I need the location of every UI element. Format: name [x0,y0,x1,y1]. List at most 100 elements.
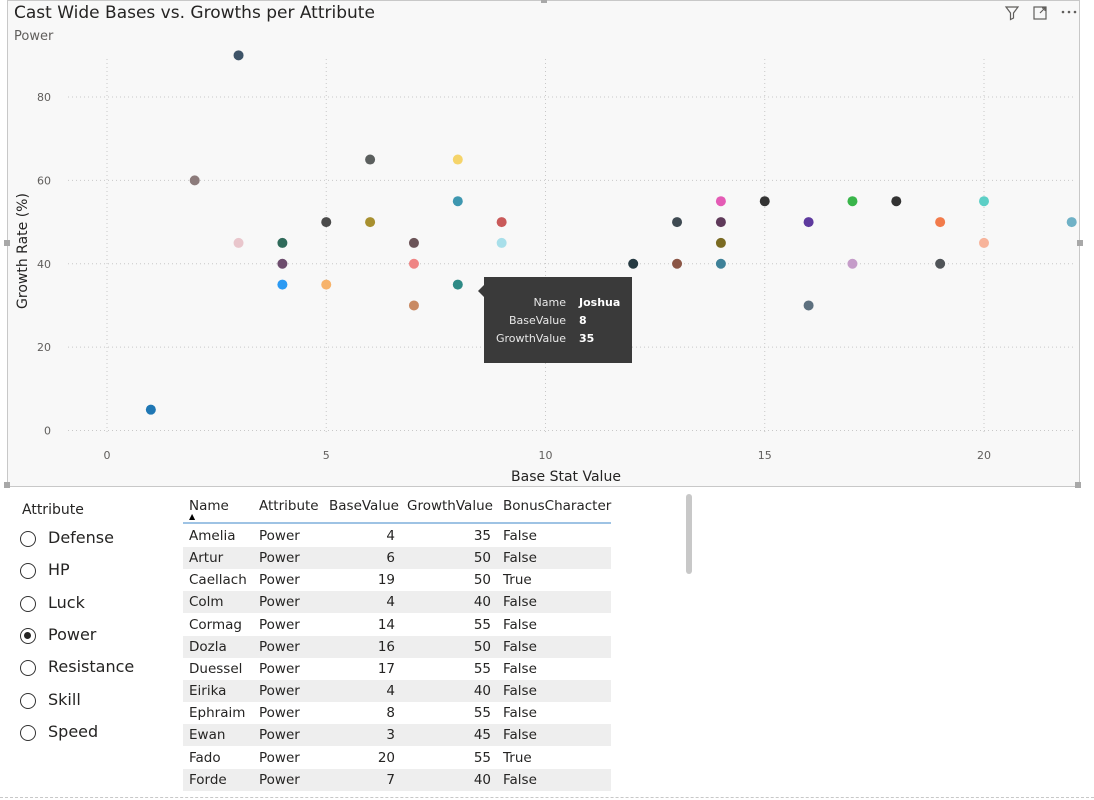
table-row[interactable]: Cormag Power 14 55 False [183,614,611,636]
scatter-point[interactable] [759,196,770,207]
radio-button[interactable] [20,595,36,612]
data-point-tooltip: Name Joshua BaseValue 8 GrowthValue 35 [484,277,632,363]
y-tick-label: 20 [37,341,51,354]
table-row[interactable]: Artur Power 6 50 False [183,547,611,570]
x-axis-title: Base Stat Value [511,469,621,485]
column-header-name[interactable]: Name [189,498,229,514]
scatter-point[interactable] [847,258,858,269]
scatter-point[interactable] [452,196,463,207]
scatter-point[interactable] [672,217,683,228]
table-cell-basevalue: 8 [386,705,395,722]
table-cell-growthvalue: 40 [473,683,491,700]
column-header-growthvalue[interactable]: GrowthValue [407,498,493,514]
column-header-attribute[interactable]: Attribute [259,498,319,514]
table-row[interactable]: Dozla Power 16 50 False [183,635,611,658]
resize-handle-top[interactable] [541,0,547,3]
focus-mode-icon[interactable] [1032,5,1048,25]
table-cell-attribute: Power [259,550,300,567]
table-row[interactable]: Ephraim Power 8 55 False [183,702,611,724]
radio-button[interactable] [20,724,36,741]
scatter-plot: 0 5 10 15 20 0 20 40 60 80 Base Stat Value Growth… [15,50,1077,485]
scatter-point[interactable] [847,196,858,207]
resize-handle-bottom-left[interactable] [4,482,10,488]
radio-button[interactable] [20,660,36,677]
scatter-point[interactable] [408,258,419,269]
radio-button[interactable] [20,563,36,580]
scatter-point[interactable] [233,237,244,248]
scatter-point[interactable] [672,258,683,269]
table-cell-attribute: Power [259,705,300,722]
header-divider [183,522,611,524]
table-row[interactable]: Forde Power 7 40 False [183,768,611,791]
table-cell-attribute: Power [259,528,300,544]
sort-ascending-icon[interactable]: ▲ [189,512,196,521]
slicer-option-label: Speed [48,721,99,741]
table-cell-bonuscharacter: False [503,683,537,700]
table-cell-attribute: Power [259,638,300,655]
scatter-point[interactable] [365,217,376,228]
scatter-point[interactable] [365,154,376,165]
table-cell-basevalue: 7 [386,771,395,788]
table-cell-growthvalue: 40 [473,594,491,611]
y-tick-label: 80 [37,91,51,104]
table-scrollbar[interactable] [686,494,692,574]
scatter-point[interactable] [408,300,419,311]
resize-handle-right[interactable] [1077,240,1083,246]
radio-button[interactable] [20,531,36,547]
scatter-point[interactable] [935,258,946,269]
table-row[interactable]: Amelia Power 4 35 False [183,525,611,547]
scatter-point[interactable] [628,258,639,269]
table-cell-bonuscharacter: False [503,616,537,633]
resize-handle-bottom-right[interactable] [1075,482,1081,488]
scatter-point[interactable] [496,217,507,228]
column-header-basevalue[interactable]: BaseValue [329,498,399,514]
table-cell-name: Cormag [189,616,242,633]
scatter-point[interactable] [233,50,244,61]
scatter-chart-visual[interactable]: Cast Wide Bases vs. Growths per Attribut… [7,0,1080,487]
radio-button[interactable] [20,627,36,644]
scatter-point[interactable] [321,217,332,228]
more-options-icon[interactable] [1060,3,1078,23]
table-row[interactable]: Caellach Power 19 50 True [183,569,611,591]
tooltip-key: Name [533,296,566,309]
table-cell-attribute: Power [259,572,300,589]
tooltip-value: 8 [579,314,587,327]
scatter-point[interactable] [715,217,726,228]
scatter-point[interactable] [496,237,507,248]
table-cell-growthvalue: 55 [473,749,491,766]
scatter-point[interactable] [803,217,814,228]
column-header-bonuscharacter[interactable]: BonusCharacter [503,498,612,514]
scatter-point[interactable] [979,196,989,207]
scatter-point[interactable] [145,404,156,415]
table-cell-name: Artur [189,550,224,567]
scatter-point[interactable] [408,237,419,248]
table-cell-basevalue: 6 [386,550,395,567]
scatter-point[interactable] [891,196,902,207]
radio-button[interactable] [20,692,36,709]
scatter-point[interactable] [979,237,989,248]
filter-icon[interactable] [1004,5,1020,25]
scatter-point[interactable] [935,217,946,228]
table-row[interactable]: Duessel Power 17 55 False [183,658,611,680]
scatter-point[interactable] [189,175,200,186]
table-cell-attribute: Power [259,771,300,788]
table-row[interactable]: Colm Power 4 40 False [183,591,611,614]
table-cell-name: Amelia [189,528,236,544]
scatter-point[interactable] [715,196,726,207]
scatter-point[interactable] [452,154,463,165]
scatter-point[interactable] [1066,217,1077,228]
scatter-point[interactable] [452,279,463,290]
scatter-point[interactable] [715,258,726,269]
scatter-point[interactable] [277,237,288,248]
resize-handle-left[interactable] [4,240,10,246]
table-row[interactable]: Eirika Power 4 40 False [183,680,611,703]
table-row[interactable]: Fado Power 20 55 True [183,747,611,769]
scatter-point[interactable] [277,258,288,269]
scatter-point[interactable] [277,279,288,290]
scatter-point[interactable] [321,279,332,290]
scatter-point[interactable] [715,237,726,248]
table-cell-basevalue: 4 [386,683,395,700]
y-tick-label: 0 [44,425,51,438]
table-row[interactable]: Ewan Power 3 45 False [183,724,611,747]
scatter-point[interactable] [803,300,814,311]
